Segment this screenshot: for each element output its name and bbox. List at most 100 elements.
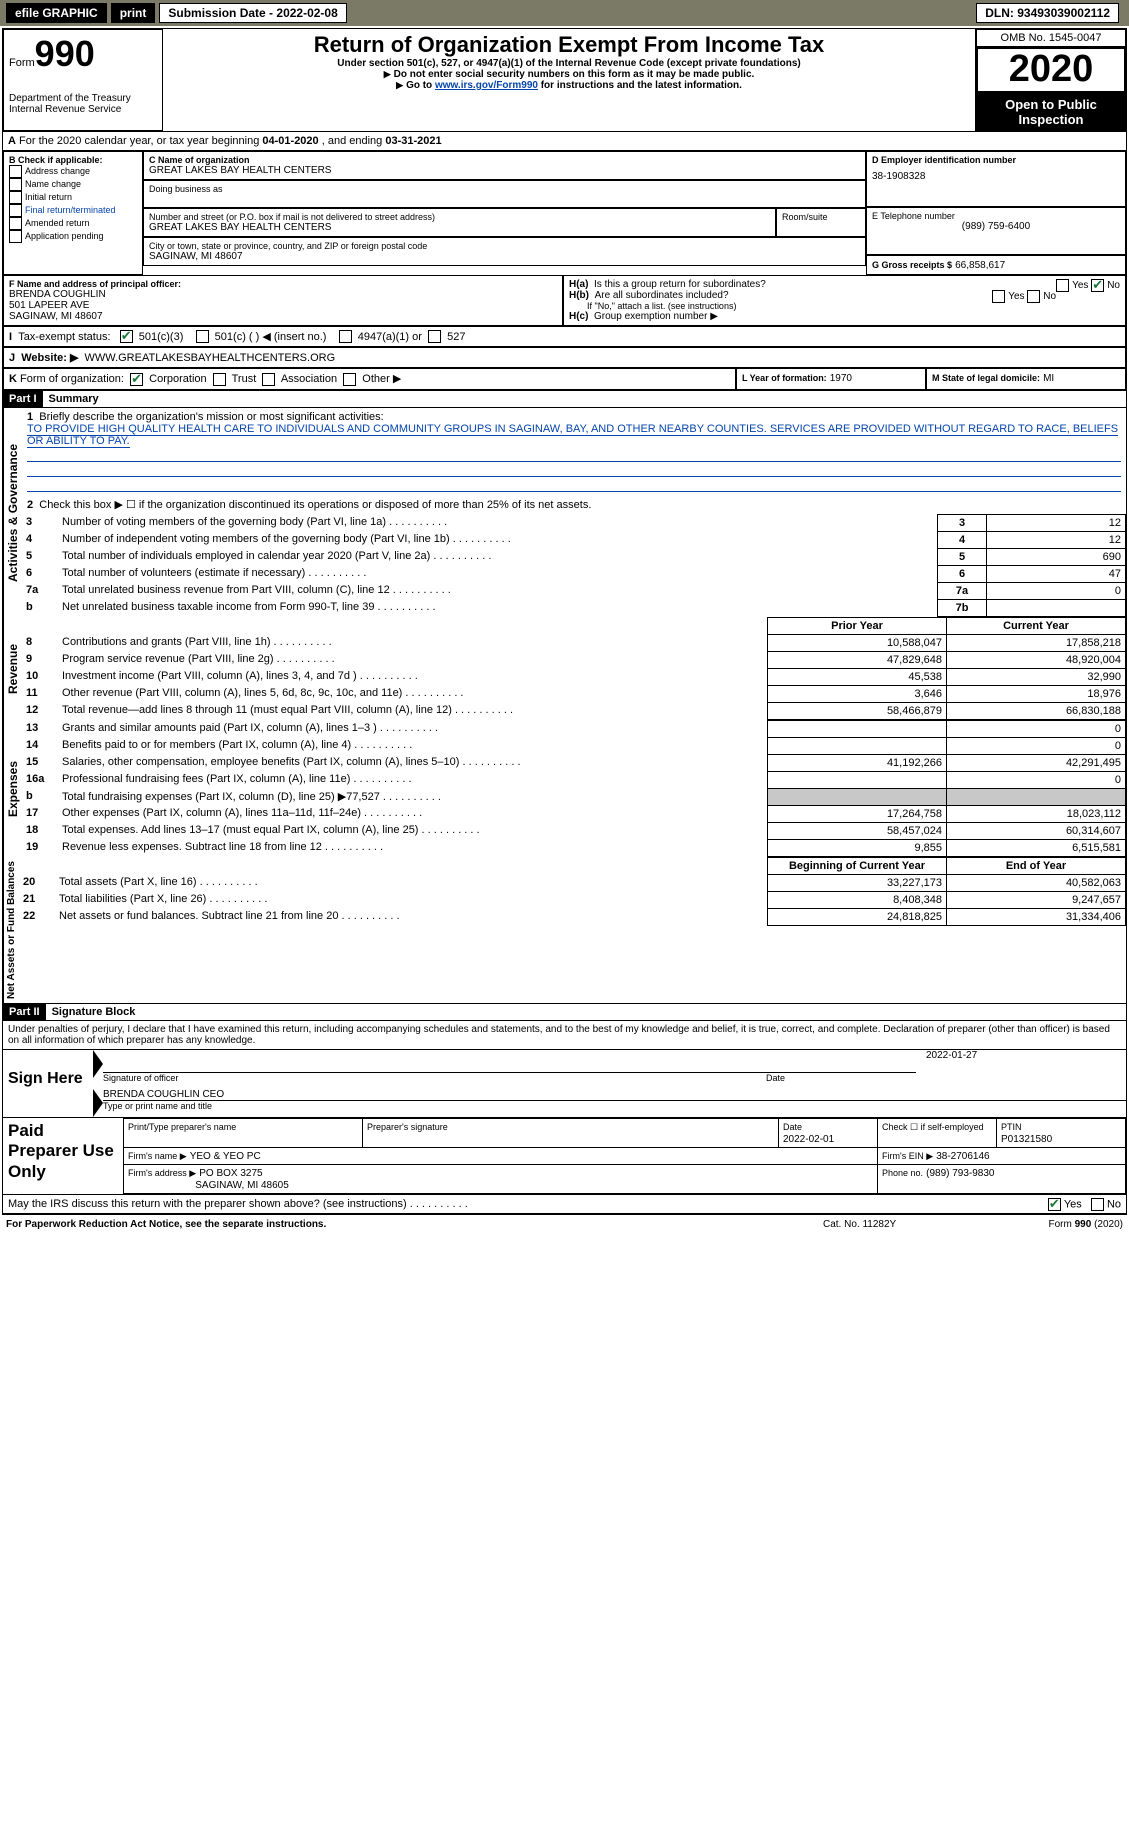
line-text: Total unrelated business revenue from Pa…: [58, 582, 938, 599]
submission-date: Submission Date - 2022-02-08: [159, 3, 346, 23]
irs-link[interactable]: www.irs.gov/Form990: [435, 80, 538, 91]
prior-year-value: 8,408,348: [768, 891, 947, 908]
line-num: 19: [22, 839, 58, 856]
prior-year-value: 17,264,758: [768, 805, 947, 822]
ein-label: D Employer identification number: [872, 155, 1120, 165]
line-num: 10: [22, 668, 58, 685]
perjury-declaration: Under penalties of perjury, I declare th…: [3, 1021, 1126, 1049]
cb-amended[interactable]: [9, 217, 22, 230]
Hb-yes[interactable]: [992, 290, 1005, 303]
current-year-value: 17,858,218: [947, 634, 1126, 651]
current-year-value: 18,976: [947, 685, 1126, 702]
cb-address-change[interactable]: [9, 165, 22, 178]
cb-pending[interactable]: [9, 230, 22, 243]
Ha-text: Is this a group return for subordinates?: [594, 279, 766, 290]
line-num: 5: [22, 548, 58, 565]
officer-printed-name: BRENDA COUGHLIN CEO: [103, 1089, 1126, 1101]
dln: DLN: 93493039002112: [976, 3, 1119, 23]
name-arrow-icon: [93, 1089, 103, 1117]
current-year-value: 18,023,112: [947, 805, 1126, 822]
cb-corp[interactable]: [130, 373, 143, 386]
opt-4947: 4947(a)(1) or: [358, 331, 422, 343]
activities-table: 3 Number of voting members of the govern…: [22, 514, 1126, 617]
boxC-label: C Name of organization: [149, 155, 860, 165]
gross-label: G Gross receipts $: [872, 260, 952, 270]
firm-phone-label: Phone no.: [882, 1168, 923, 1178]
website-value: WWW.GREATLAKESBAYHEALTHCENTERS.ORG: [85, 352, 336, 364]
opt-assoc: Association: [281, 373, 337, 385]
line-text: Total fundraising expenses (Part IX, col…: [58, 788, 768, 805]
col-begin-year: Beginning of Current Year: [768, 857, 947, 874]
period-begin: 04-01-2020: [262, 135, 318, 147]
current-year-value: 48,920,004: [947, 651, 1126, 668]
discuss-yes[interactable]: [1048, 1198, 1061, 1211]
line-num: 17: [22, 805, 58, 822]
line-num: 7a: [22, 582, 58, 599]
line-box: 4: [938, 531, 987, 548]
current-year-value: 0: [947, 720, 1126, 737]
cb-501c[interactable]: [196, 330, 209, 343]
part2-title: Signature Block: [46, 1006, 136, 1018]
pp-date-value: 2022-02-01: [783, 1134, 834, 1145]
prior-year-value: 10,588,047: [768, 634, 947, 651]
subdate-lbl: Submission Date -: [168, 6, 276, 20]
line-text: Net unrelated business taxable income fr…: [58, 599, 938, 616]
prior-year-value: [768, 771, 947, 788]
firm-name-label: Firm's name ▶: [128, 1151, 187, 1161]
current-year-value: 0: [947, 771, 1126, 788]
prior-year-value: [768, 737, 947, 754]
col-current-year: Current Year: [947, 617, 1126, 634]
firm-addr2: SAGINAW, MI 48605: [195, 1180, 289, 1191]
ein-value: 38-1908328: [872, 171, 1120, 182]
pp-date-label: Date: [783, 1122, 802, 1132]
website-label: Website: ▶: [21, 352, 78, 364]
col-prior-year: Prior Year: [768, 617, 947, 634]
part2-bar: Part II: [3, 1004, 46, 1020]
dln-val: 93493039002112: [1017, 6, 1110, 20]
line-num: 14: [22, 737, 58, 754]
dept-treasury: Department of the Treasury: [9, 93, 157, 104]
line-text: Contributions and grants (Part VIII, lin…: [58, 634, 768, 651]
line-text: Number of independent voting members of …: [58, 531, 938, 548]
cb-trust[interactable]: [213, 373, 226, 386]
line-value: 0: [987, 582, 1126, 599]
goto-post: for instructions and the latest informat…: [538, 80, 742, 91]
domicile-label: M State of legal domicile:: [932, 373, 1040, 383]
opt-address: Address change: [25, 166, 90, 176]
line-num: 20: [19, 874, 55, 891]
sig-date-value: 2022-01-27: [926, 1050, 1126, 1061]
cb-4947[interactable]: [339, 330, 352, 343]
cb-final[interactable]: [9, 204, 22, 217]
line-num: 12: [22, 702, 58, 719]
line-text: Total number of volunteers (estimate if …: [58, 565, 938, 582]
cb-other[interactable]: [343, 373, 356, 386]
cb-501c3[interactable]: [120, 330, 133, 343]
discuss-yes-lbl: Yes: [1064, 1198, 1082, 1210]
line-num: 6: [22, 565, 58, 582]
discuss-no-lbl: No: [1107, 1198, 1121, 1210]
firm-addr-label: Firm's address ▶: [128, 1168, 196, 1178]
efile-topbar: efile GRAPHIC print Submission Date - 20…: [0, 0, 1129, 26]
officer-addr2: SAGINAW, MI 48607: [9, 311, 557, 322]
cb-assoc[interactable]: [262, 373, 275, 386]
print-button[interactable]: print: [111, 3, 156, 23]
line-value: 690: [987, 548, 1126, 565]
Ha-yes[interactable]: [1056, 279, 1069, 292]
line-text: Total revenue—add lines 8 through 11 (mu…: [58, 702, 768, 719]
city-label: City or town, state or province, country…: [149, 241, 860, 251]
opt-527: 527: [447, 331, 465, 343]
cb-initial[interactable]: [9, 191, 22, 204]
cb-name-change[interactable]: [9, 178, 22, 191]
line-text: Number of voting members of the governin…: [58, 514, 938, 531]
form-subtitle: Under section 501(c), 527, or 4947(a)(1)…: [168, 58, 970, 69]
Hb-no[interactable]: [1027, 290, 1040, 303]
line-num: 4: [22, 531, 58, 548]
discuss-no[interactable]: [1091, 1198, 1104, 1211]
q2-text: Check this box ▶ ☐ if the organization d…: [39, 499, 591, 511]
form-header: Form990 Department of the Treasury Inter…: [3, 29, 1126, 131]
Ha-no[interactable]: [1091, 279, 1104, 292]
dln-lbl: DLN:: [985, 6, 1017, 20]
line-box: 7b: [938, 599, 987, 616]
cb-527[interactable]: [428, 330, 441, 343]
ssn-warning: Do not enter social security numbers on …: [168, 69, 970, 80]
